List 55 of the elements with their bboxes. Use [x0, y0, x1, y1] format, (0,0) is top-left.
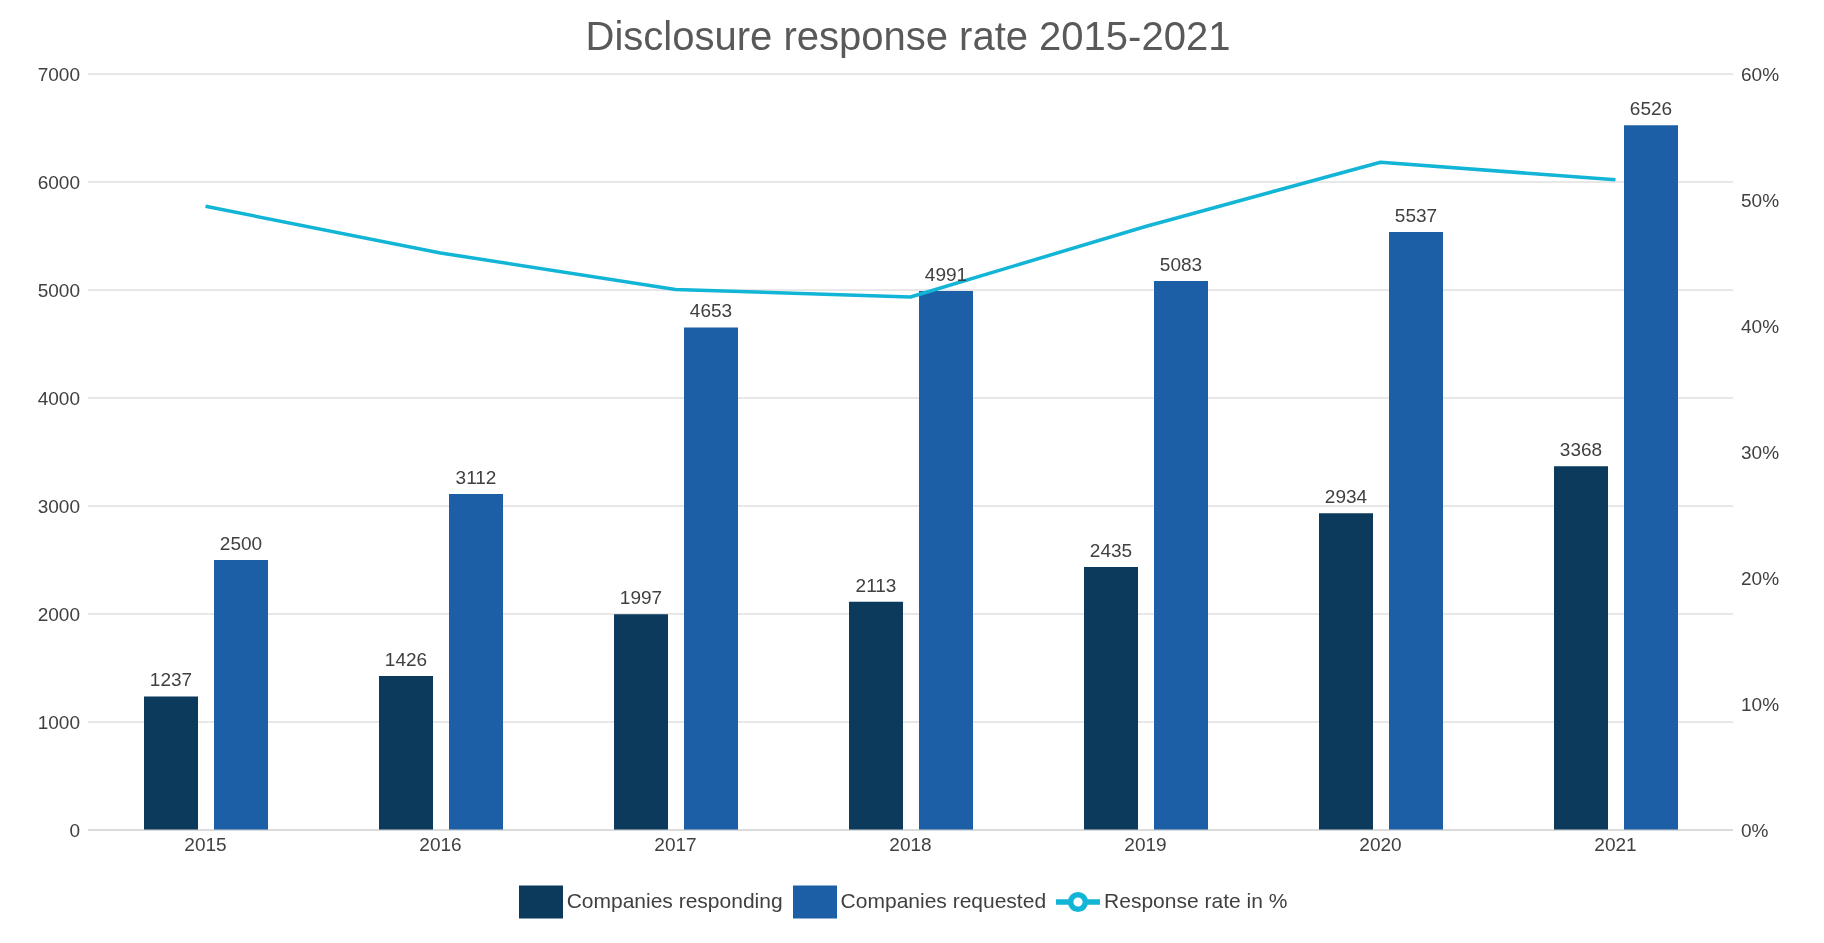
y-tick-label: 6000: [37, 171, 80, 193]
y2-tick-label: 30%: [1741, 441, 1780, 463]
y-tick-label: 5000: [37, 279, 80, 301]
data-label: 1237: [149, 669, 193, 691]
data-label: 2500: [219, 533, 263, 554]
bar: [849, 601, 903, 830]
legend-label: Companies requested: [840, 888, 1047, 912]
x-tick-label: 2016: [419, 834, 462, 856]
data-label: 6526: [1629, 98, 1673, 120]
y-tick-label: 4000: [37, 387, 80, 409]
y2-tick-label: 0%: [1741, 819, 1769, 841]
x-tick-label: 2015: [184, 834, 227, 856]
y-tick-label: 0: [69, 819, 80, 841]
data-label: 3112: [455, 466, 497, 488]
bar: [1554, 466, 1608, 830]
data-label: 5083: [1159, 254, 1203, 276]
bar: [379, 675, 433, 830]
y-tick-label: 2000: [37, 603, 80, 625]
data-label: 2113: [855, 574, 897, 596]
data-label: 3368: [1559, 439, 1603, 461]
y2-tick-label: 10%: [1741, 693, 1780, 715]
bar: [449, 493, 503, 830]
line-series: [203, 160, 1618, 299]
data-label: 2934: [1324, 486, 1368, 508]
x-tick-label: 2021: [1594, 834, 1637, 856]
y2-tick-label: 40%: [1741, 315, 1780, 337]
y-tick-label: 3000: [37, 495, 80, 517]
legend-label: Companies responding: [566, 888, 783, 912]
data-label: 2435: [1089, 540, 1133, 562]
bar: [614, 614, 668, 830]
bar: [919, 290, 973, 830]
x-tick-label: 2017: [654, 834, 697, 856]
y2-tick-label: 50%: [1741, 189, 1780, 211]
bar: [1319, 513, 1373, 830]
data-label: 4991: [924, 263, 968, 285]
y2-tick-label: 60%: [1741, 63, 1780, 85]
bar: [1084, 567, 1138, 830]
data-label: 4653: [689, 300, 733, 322]
legend-label: Response rate in %: [1104, 888, 1288, 912]
data-label: 5537: [1394, 205, 1438, 226]
bar: [214, 560, 268, 830]
x-tick-label: 2018: [889, 834, 932, 856]
y2-tick-label: 20%: [1741, 567, 1780, 589]
bar: [684, 327, 738, 830]
data-label: 1997: [619, 587, 663, 609]
chart-title: Disclosure response rate 2015-2021: [584, 13, 1232, 60]
x-tick-label: 2020: [1359, 834, 1402, 856]
y-tick-label: 7000: [37, 63, 80, 85]
x-tick-label: 2019: [1124, 834, 1167, 856]
bar: [1389, 232, 1443, 830]
y-tick-label: 1000: [37, 711, 80, 733]
bar: [144, 696, 198, 830]
bar: [1154, 281, 1208, 830]
bar: [1624, 125, 1678, 830]
data-label: 1426: [384, 648, 428, 670]
